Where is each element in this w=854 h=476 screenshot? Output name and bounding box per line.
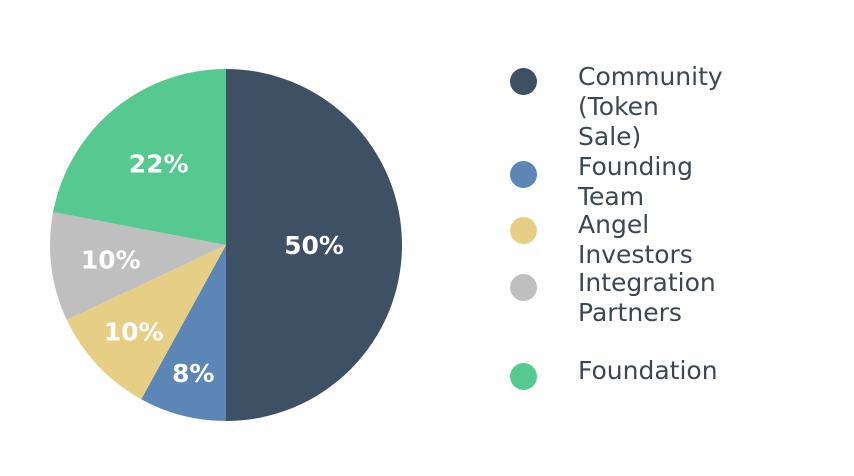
slice-label-foundation: 22% (129, 150, 189, 179)
pie-slice-angel-investors (66, 245, 226, 400)
slice-label-community: 50% (284, 231, 344, 260)
legend-swatch (510, 363, 537, 390)
legend-label: Integration Partners (578, 268, 716, 327)
legend-swatch (510, 161, 537, 188)
pie-chart: 50% 8% 10% 10% 22% (49, 69, 402, 421)
pie-slice-community (226, 69, 402, 421)
legend-label: Community (Token Sale) (578, 62, 723, 151)
slice-label-angel-investors: 10% (104, 318, 164, 347)
slice-label-founding-team: 8% (172, 359, 214, 388)
legend-label: Angel Investors (578, 210, 693, 269)
legend-swatch (510, 217, 537, 244)
pie-slice-integration-partners (49, 212, 226, 320)
slice-label-integration-partners: 10% (81, 246, 141, 275)
legend-label: Foundation (578, 356, 718, 385)
legend-label: Founding Team (578, 152, 694, 211)
legend: Community (Token Sale) Founding Team Ang… (500, 0, 840, 476)
legend-swatch (510, 274, 537, 301)
pie-slice-founding-team (141, 245, 226, 421)
legend-swatch (510, 68, 537, 95)
pie-slice-foundation (53, 69, 226, 245)
